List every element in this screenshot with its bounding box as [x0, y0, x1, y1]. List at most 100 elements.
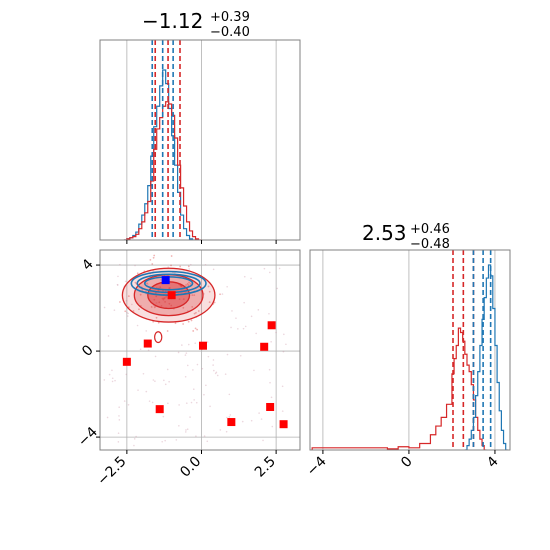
sample-point [111, 369, 113, 372]
sample-point [253, 369, 255, 372]
sample-point [208, 290, 211, 293]
square-marker-red [266, 402, 275, 411]
tick-marks [96, 264, 277, 454]
title-top-left-main: −1.12 [142, 9, 203, 33]
sample-point [187, 309, 189, 312]
sample-point [155, 295, 158, 298]
panel-frame [99, 249, 301, 451]
sample-point [195, 435, 197, 437]
sample-point [281, 410, 284, 412]
x-tick-labels: −4 0 4 [304, 453, 502, 479]
square-marker-red [167, 291, 176, 300]
sample-point [184, 291, 187, 294]
sample-point [117, 275, 119, 278]
sample-point [212, 268, 215, 271]
sample-point [125, 299, 128, 302]
sample-point [182, 323, 185, 325]
red-contour-island [154, 331, 163, 344]
sample-point [190, 319, 193, 322]
sample-point [185, 429, 187, 431]
sample-point [242, 327, 245, 330]
sample-point [127, 403, 130, 406]
x-tick-label: 2.5 [252, 454, 279, 481]
sample-point [193, 312, 196, 315]
sample-point [167, 402, 169, 405]
x-tick-label: −2.5 [94, 454, 129, 489]
square-marker-red [122, 357, 131, 366]
sample-point [166, 330, 169, 332]
sample-point [154, 380, 156, 383]
square-marker-red [267, 321, 276, 330]
sample-point [123, 400, 126, 402]
sample-point [187, 284, 190, 287]
sample-point [221, 293, 224, 295]
sample-point [243, 275, 246, 278]
square-markers [122, 276, 288, 429]
sample-point [207, 285, 210, 288]
sample-point [167, 266, 170, 268]
sample-point [270, 396, 273, 399]
sample-point [283, 333, 285, 336]
sample-point [148, 400, 151, 402]
sample-point [196, 363, 199, 366]
histogram-red [123, 101, 202, 240]
sample-point [152, 256, 155, 259]
sample-point [278, 267, 281, 270]
sample-point [186, 282, 189, 285]
sample-point [134, 264, 136, 267]
sample-point [154, 355, 157, 358]
sample-point [192, 388, 195, 391]
sample-point [124, 280, 127, 283]
sample-point [166, 368, 169, 371]
panel-bottom-left-scatter: −2.5 0.0 2.5 −4 0 4 [75, 249, 301, 489]
sample-point [163, 379, 165, 382]
sample-point [164, 301, 166, 303]
sample-point [178, 404, 180, 406]
panel-frame [99, 39, 301, 241]
sample-point [195, 401, 198, 404]
sample-point [193, 399, 195, 401]
sample-point [155, 302, 158, 304]
sample-point [285, 343, 287, 346]
sample-point [151, 263, 154, 265]
sample-point [219, 293, 221, 296]
sample-point [133, 444, 135, 447]
sample-point [117, 441, 120, 443]
x-tick-label: −4 [304, 453, 330, 479]
sample-point [178, 424, 180, 427]
y-tick-label: 4 [79, 256, 97, 274]
sample-point [119, 263, 121, 266]
sample-point [268, 368, 271, 371]
sample-point [161, 297, 164, 300]
histogram-blue [123, 69, 196, 240]
sample-point [205, 384, 207, 387]
square-marker-red [260, 342, 269, 351]
sample-point [268, 312, 270, 315]
sample-point [179, 265, 182, 268]
x-tick-marks [322, 450, 496, 454]
sample-point [185, 352, 188, 354]
sample-point [164, 439, 166, 442]
sample-point [189, 263, 192, 266]
sample-point [132, 310, 135, 312]
sample-point [170, 304, 173, 307]
x-tick-label: 0 [398, 454, 416, 472]
sample-point [136, 272, 139, 275]
histogram-blue [464, 264, 508, 450]
sample-point [116, 283, 119, 286]
sample-point [186, 428, 189, 431]
sample-point [271, 425, 274, 428]
sample-point [180, 284, 182, 287]
histogram-red [311, 327, 487, 450]
sample-point [118, 301, 121, 303]
sample-point [168, 287, 171, 289]
sample-point [188, 268, 190, 270]
sample-point [184, 354, 187, 356]
sample-point [126, 315, 129, 317]
quantile-lines [452, 250, 492, 450]
sample-point [125, 373, 128, 376]
sample-point [141, 288, 144, 291]
sample-point [204, 263, 207, 266]
sample-point [241, 420, 244, 423]
y-tick-label: 0 [79, 342, 97, 360]
